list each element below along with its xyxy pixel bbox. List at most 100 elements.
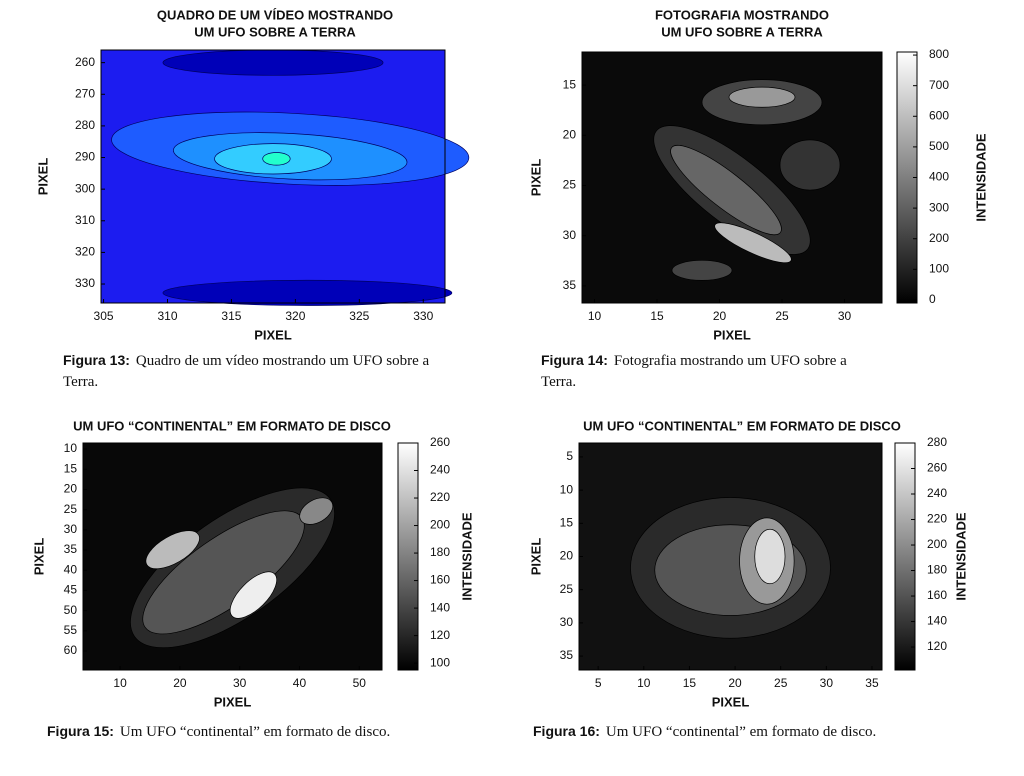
- plot-frame: [100, 49, 446, 304]
- x-tick-label: 20: [728, 676, 742, 690]
- colorbar-tick-label: 160: [927, 588, 947, 602]
- chart-title: QUADRO DE UM VÍDEO MOSTRANDO: [157, 7, 393, 22]
- colorbar-tick-label: 160: [430, 573, 450, 587]
- x-tick-label: 10: [113, 676, 127, 690]
- caption-label: Figura 13:: [63, 352, 130, 368]
- colorbar-label: INTENSIDADE: [953, 512, 968, 600]
- y-tick-label: 270: [75, 86, 95, 100]
- colorbar-tick-label: 200: [929, 231, 949, 245]
- colorbar-tick-label: 400: [929, 170, 949, 184]
- colorbar: [894, 442, 916, 671]
- caption-text: Fotografia mostrando um UFO sobre a Terr…: [541, 353, 847, 390]
- y-tick-label: 30: [560, 615, 574, 629]
- x-tick-label: 320: [285, 309, 305, 323]
- contour-fill: [229, 571, 278, 619]
- y-tick-label: 310: [75, 213, 95, 227]
- y-tick-label: 15: [560, 515, 574, 529]
- y-tick-label: 15: [563, 77, 577, 91]
- y-tick-label: 5: [566, 449, 573, 463]
- chart-title: UM UFO SOBRE A TERRA: [194, 24, 356, 39]
- colorbar-tick-label: 300: [929, 200, 949, 214]
- y-axis-label: PIXEL: [31, 538, 46, 576]
- y-tick-label: 20: [64, 482, 78, 496]
- contour-fill: [728, 86, 796, 108]
- y-tick-label: 35: [563, 278, 577, 292]
- colorbar-tick-label: 0: [929, 292, 936, 306]
- caption-text: Um UFO “continental” em formato de disco…: [605, 724, 877, 740]
- colorbar-tick-label: 100: [929, 262, 949, 276]
- y-tick-label: 10: [64, 441, 78, 455]
- plot-frame: [82, 442, 383, 671]
- contour-fill: [162, 49, 384, 76]
- x-tick-label: 325: [349, 309, 369, 323]
- y-tick-label: 35: [64, 542, 78, 556]
- y-tick-label: 25: [560, 582, 574, 596]
- colorbar-tick-label: 800: [929, 47, 949, 61]
- caption-label: Figura 14:: [541, 352, 608, 368]
- caption-text: Um UFO “continental” em formato de disco…: [119, 724, 391, 740]
- y-tick-label: 55: [64, 623, 78, 637]
- x-tick-label: 315: [221, 309, 241, 323]
- y-tick-label: 330: [75, 276, 95, 290]
- y-tick-label: 320: [75, 245, 95, 259]
- chart-title: FOTOGRAFIA MOSTRANDO: [655, 7, 829, 22]
- contour-fill: [714, 222, 792, 264]
- y-tick-label: 20: [563, 128, 577, 142]
- contour-fill: [162, 279, 453, 306]
- chart-title: UM UFO SOBRE A TERRA: [661, 24, 823, 39]
- x-tick-label: 30: [838, 309, 852, 323]
- colorbar-tick-label: 260: [927, 461, 947, 475]
- x-tick-label: 50: [353, 676, 367, 690]
- colorbar-tick-label: 240: [430, 463, 450, 477]
- colorbar-tick-label: 220: [430, 490, 450, 504]
- x-tick-label: 15: [650, 309, 664, 323]
- caption: Figura 13: Quadro de um vídeo mostrando u…: [63, 350, 443, 393]
- colorbar-tick-label: 240: [927, 486, 947, 500]
- contour-fill: [671, 259, 733, 281]
- colorbar-tick-label: 200: [430, 518, 450, 532]
- colorbar-tick-label: 600: [929, 108, 949, 122]
- y-axis-label: PIXEL: [528, 538, 543, 576]
- x-axis-label: PIXEL: [713, 327, 751, 342]
- contour-fill: [670, 145, 782, 236]
- y-tick-label: 290: [75, 150, 95, 164]
- colorbar-tick-label: 500: [929, 139, 949, 153]
- y-tick-label: 300: [75, 181, 95, 195]
- y-tick-label: 30: [64, 522, 78, 536]
- x-tick-label: 330: [413, 309, 433, 323]
- y-tick-label: 40: [64, 562, 78, 576]
- y-tick-label: 20: [560, 549, 574, 563]
- chart-title: UM UFO “CONTINENTAL” EM FORMATO DE DISCO: [73, 418, 391, 433]
- y-tick-label: 30: [563, 228, 577, 242]
- x-tick-label: 10: [588, 309, 602, 323]
- colorbar-tick-label: 140: [927, 614, 947, 628]
- colorbar-tick-label: 140: [430, 600, 450, 614]
- x-tick-label: 35: [865, 676, 879, 690]
- x-axis-label: PIXEL: [214, 694, 252, 709]
- contour-fill: [262, 152, 291, 166]
- x-tick-label: 25: [775, 309, 789, 323]
- contour-fill: [299, 497, 334, 525]
- colorbar-tick-label: 220: [927, 512, 947, 526]
- chart-title: UM UFO “CONTINENTAL” EM FORMATO DE DISCO: [583, 418, 901, 433]
- plot-frame: [581, 51, 883, 304]
- x-tick-label: 5: [595, 676, 602, 690]
- colorbar-tick-label: 260: [430, 435, 450, 449]
- colorbar-label: INTENSIDADE: [459, 512, 474, 600]
- x-tick-label: 15: [683, 676, 697, 690]
- caption-label: Figura 15:: [47, 723, 114, 739]
- caption: Figura 16: Um UFO “continental” em format…: [533, 721, 993, 743]
- y-tick-label: 35: [560, 648, 574, 662]
- y-tick-label: 45: [64, 583, 78, 597]
- x-tick-label: 30: [820, 676, 834, 690]
- caption: Figura 15: Um UFO “continental” em format…: [47, 721, 507, 743]
- x-axis-label: PIXEL: [712, 694, 750, 709]
- colorbar: [397, 442, 419, 671]
- y-axis-label: PIXEL: [528, 159, 543, 197]
- caption-label: Figura 16:: [533, 723, 600, 739]
- contour-fill: [145, 530, 200, 570]
- contour-fill: [779, 139, 841, 191]
- contour-fill: [754, 528, 786, 585]
